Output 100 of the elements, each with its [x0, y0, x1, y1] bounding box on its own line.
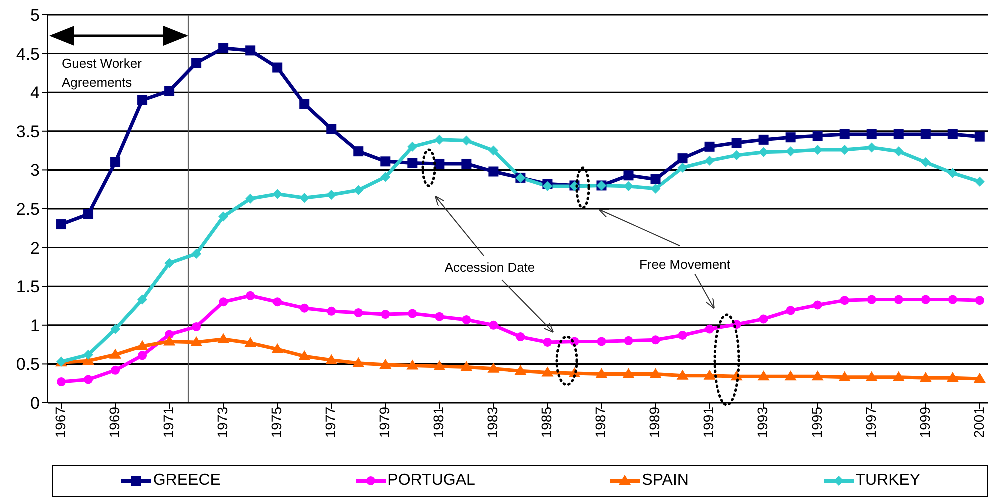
point	[352, 357, 365, 368]
legend-label: TURKEY	[856, 472, 921, 490]
y-tick-label: 2	[30, 238, 40, 258]
point	[434, 360, 446, 371]
point	[57, 378, 66, 387]
point	[894, 295, 904, 304]
point	[138, 95, 148, 106]
point	[786, 306, 796, 316]
point	[273, 298, 282, 307]
point	[300, 193, 310, 204]
x-tick-label: 1989	[646, 406, 663, 438]
point	[650, 184, 661, 194]
point	[866, 371, 878, 382]
point	[704, 370, 716, 380]
y-tick-label: 0.5	[16, 355, 40, 374]
point	[622, 368, 635, 378]
point	[326, 124, 337, 134]
point	[784, 370, 797, 381]
point	[974, 132, 985, 142]
point	[946, 372, 959, 382]
point	[327, 306, 336, 316]
point	[110, 348, 122, 359]
point	[110, 324, 121, 334]
point	[462, 136, 472, 146]
point	[84, 209, 94, 220]
point	[812, 131, 823, 142]
point	[246, 46, 256, 56]
annotation: Free Movement	[639, 257, 731, 272]
point	[514, 365, 527, 376]
point	[190, 336, 203, 346]
point	[840, 296, 850, 306]
point	[840, 130, 850, 140]
point	[244, 337, 257, 348]
point	[434, 134, 445, 145]
point	[272, 189, 283, 200]
point	[921, 295, 930, 304]
point	[489, 320, 498, 330]
point	[758, 134, 769, 145]
annotation: Guest Worker Agreements	[62, 56, 143, 90]
point	[678, 330, 688, 340]
point	[246, 291, 256, 300]
x-tick-label: 1973	[214, 406, 231, 438]
point	[920, 157, 931, 168]
point	[488, 166, 499, 177]
point	[408, 142, 418, 152]
point	[516, 332, 526, 342]
x-tick-label: 1995	[808, 406, 825, 438]
point	[975, 296, 984, 306]
point	[192, 249, 202, 260]
point	[920, 130, 931, 140]
legend-label: GREECE	[153, 472, 221, 490]
point	[380, 156, 391, 167]
point	[138, 351, 148, 360]
point	[650, 174, 661, 185]
x-tick-label: 1993	[754, 406, 771, 438]
point	[246, 194, 256, 204]
point	[164, 336, 176, 346]
annotation: Accession Date	[444, 260, 536, 275]
point	[488, 146, 499, 156]
point	[381, 310, 390, 320]
point	[732, 138, 742, 148]
point	[597, 337, 606, 346]
point	[138, 294, 148, 305]
point	[84, 350, 94, 360]
point	[892, 371, 905, 382]
point	[326, 354, 338, 364]
point	[812, 145, 823, 156]
point	[948, 295, 958, 304]
point	[678, 162, 688, 173]
point	[866, 142, 877, 153]
y-tick-label: 2.5	[16, 200, 40, 220]
point	[219, 298, 228, 307]
x-tick-label: 1987	[592, 406, 609, 438]
point	[813, 300, 822, 310]
point	[651, 336, 660, 345]
point	[462, 158, 472, 169]
point	[704, 156, 715, 166]
point	[624, 336, 634, 346]
y-tick-label: 4.5	[16, 44, 40, 64]
y-tick-label: 1.5	[16, 278, 40, 297]
point	[111, 366, 120, 375]
point	[650, 368, 662, 378]
point	[164, 258, 175, 268]
y-tick-label: 1	[30, 316, 40, 336]
point	[543, 338, 552, 347]
point	[298, 350, 311, 360]
point	[408, 158, 418, 168]
y-tick-label: 3	[30, 161, 40, 180]
point	[759, 314, 768, 324]
point	[408, 309, 418, 318]
point	[462, 315, 472, 324]
point	[678, 154, 688, 164]
point	[136, 340, 149, 350]
point	[110, 157, 121, 168]
point	[354, 185, 364, 196]
point	[676, 370, 689, 380]
point	[542, 366, 554, 377]
y-tick-label: 3.5	[16, 122, 40, 142]
point	[867, 295, 876, 304]
point	[758, 147, 769, 158]
